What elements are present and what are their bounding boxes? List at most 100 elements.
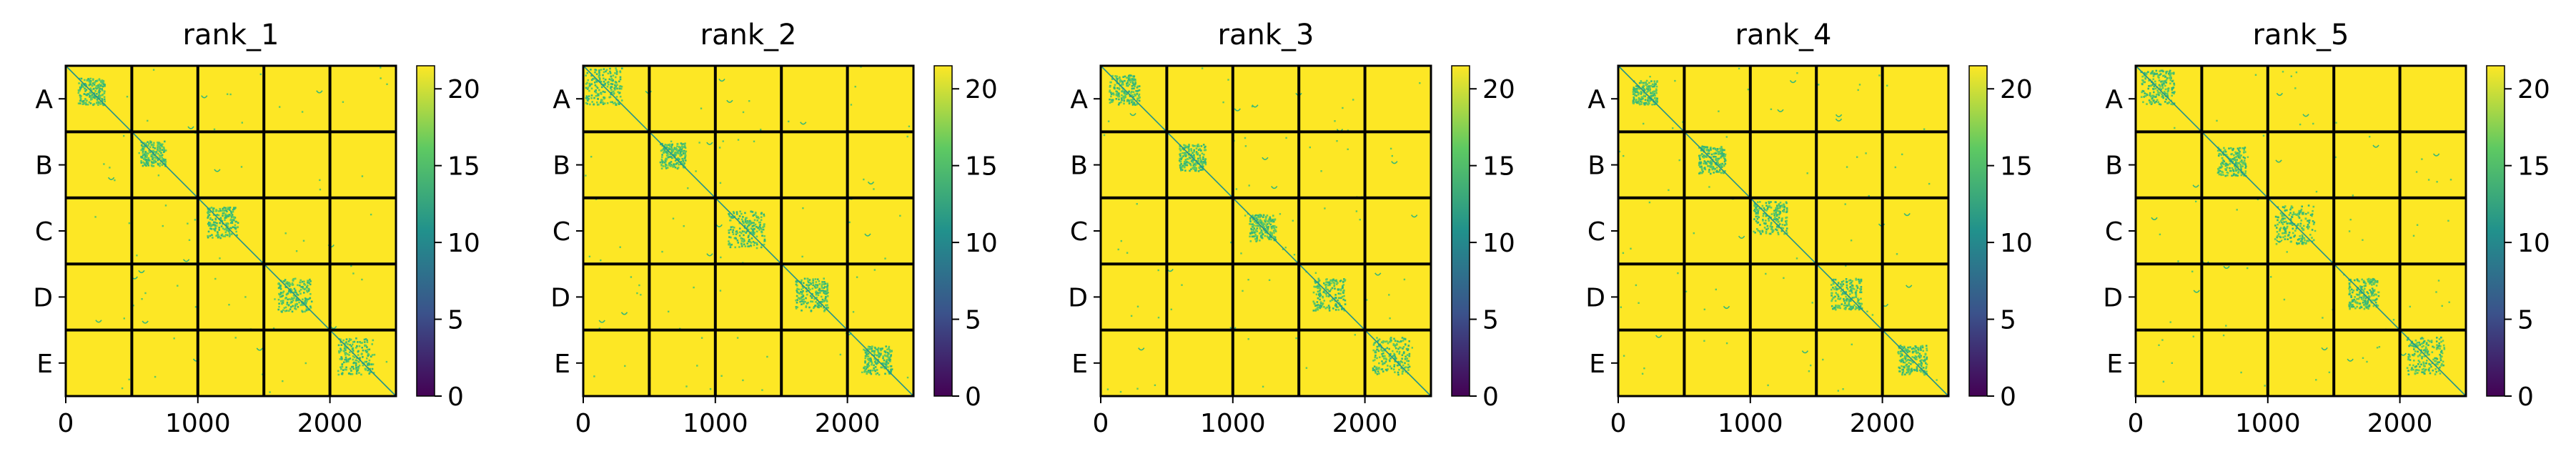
- contact-point: [231, 214, 234, 216]
- contact-point: [2152, 78, 2154, 81]
- contact-point: [2221, 157, 2224, 159]
- contact-hook: [1391, 161, 1398, 164]
- contact-point: [2160, 88, 2162, 91]
- contact-point: [668, 148, 670, 151]
- contact-point: [2428, 370, 2430, 372]
- y-tick-label: E: [1589, 350, 1605, 379]
- contact-point: [1116, 82, 1119, 84]
- contact-point: [154, 161, 157, 163]
- contact-point: [1719, 169, 1721, 171]
- contact-point: [1203, 149, 1206, 152]
- contact-point: [98, 83, 101, 86]
- contact-point: [750, 210, 752, 213]
- contact-point: [277, 298, 280, 301]
- contact-point: [347, 343, 349, 345]
- contact-point: [299, 279, 302, 282]
- contact-point: [1918, 352, 1921, 355]
- contact-point: [1786, 209, 1788, 211]
- contact-point: [2148, 99, 2151, 102]
- contact-point: [285, 286, 287, 288]
- contact-point: [1777, 233, 1780, 236]
- contact-point: [1179, 157, 1182, 160]
- contact-point: [1386, 347, 1389, 350]
- contact-point: [144, 164, 147, 166]
- contact-point: [2302, 213, 2304, 215]
- contact-point: [1767, 227, 1770, 229]
- contact-point: [1240, 252, 1242, 255]
- contact-point: [79, 89, 81, 92]
- contact-point: [1914, 357, 1917, 360]
- contact-point: [808, 306, 811, 309]
- contact-point: [1259, 240, 1261, 242]
- contact-point: [101, 98, 104, 100]
- contact-point: [144, 151, 147, 153]
- contact-point: [1651, 83, 1654, 86]
- contact-point: [1394, 340, 1397, 342]
- y-tick-label: C: [553, 217, 570, 247]
- contact-point: [2292, 214, 2294, 216]
- contact-point: [1404, 362, 1406, 365]
- contact-point: [2219, 149, 2222, 151]
- contact-point: [600, 99, 603, 101]
- contact-point: [1718, 151, 1721, 153]
- contact-point: [1906, 368, 1908, 370]
- contact-point: [145, 164, 147, 167]
- contact-point: [2284, 227, 2286, 229]
- contact-point: [2163, 82, 2165, 84]
- contact-point: [2284, 228, 2287, 231]
- contact-point: [1202, 158, 1204, 160]
- contact-point: [225, 228, 228, 231]
- contact-point: [1720, 147, 1723, 149]
- contact-point: [1180, 163, 1182, 165]
- contact-point: [1715, 156, 1717, 158]
- contact-point: [1329, 300, 1332, 302]
- contact-point: [340, 357, 343, 359]
- contact-point: [1640, 98, 1642, 101]
- contact-point: [1377, 344, 1380, 346]
- contact-point: [2160, 81, 2162, 83]
- contact-point: [2161, 95, 2164, 97]
- contact-point: [147, 164, 150, 167]
- contact-point: [1916, 370, 1918, 372]
- contact-point: [1703, 162, 1705, 164]
- contact-point: [1640, 103, 1643, 105]
- contact-point: [748, 224, 750, 227]
- contact-point: [1191, 159, 1194, 162]
- contact-point: [1116, 87, 1119, 89]
- contact-point: [1775, 217, 1778, 220]
- contact-point: [2165, 72, 2167, 74]
- contact-point: [2151, 97, 2154, 100]
- contact-point: [1758, 216, 1760, 219]
- contact-point: [365, 338, 367, 340]
- contact-point: [888, 356, 891, 358]
- contact-point: [1848, 307, 1851, 310]
- contact-point: [1620, 306, 1622, 308]
- contact-point: [732, 211, 735, 213]
- contact-point: [730, 226, 733, 228]
- contact-point: [367, 348, 369, 351]
- contact-point: [823, 290, 826, 292]
- contact-point: [1715, 161, 1718, 164]
- contact-point: [281, 300, 284, 302]
- contact-point: [665, 163, 667, 166]
- contact-point: [1249, 235, 1251, 238]
- contact-point: [587, 79, 589, 82]
- contact-point: [358, 345, 361, 347]
- contact-point: [1341, 287, 1344, 290]
- contact-point: [1400, 367, 1402, 369]
- contact-point: [1325, 283, 1327, 286]
- contact-point: [1254, 214, 1257, 217]
- contact-point: [735, 230, 738, 232]
- contact-point: [1199, 154, 1201, 157]
- contact-point: [742, 379, 744, 382]
- contact-point: [297, 306, 299, 308]
- contact-point: [680, 148, 683, 151]
- contact-point: [222, 207, 224, 210]
- contact-point: [803, 298, 805, 301]
- contact-point: [2149, 94, 2151, 97]
- contact-point: [1720, 155, 1723, 157]
- contact-point: [602, 102, 604, 104]
- contact-point: [1703, 154, 1705, 157]
- contact-point: [1317, 281, 1319, 283]
- contact-point: [217, 234, 219, 237]
